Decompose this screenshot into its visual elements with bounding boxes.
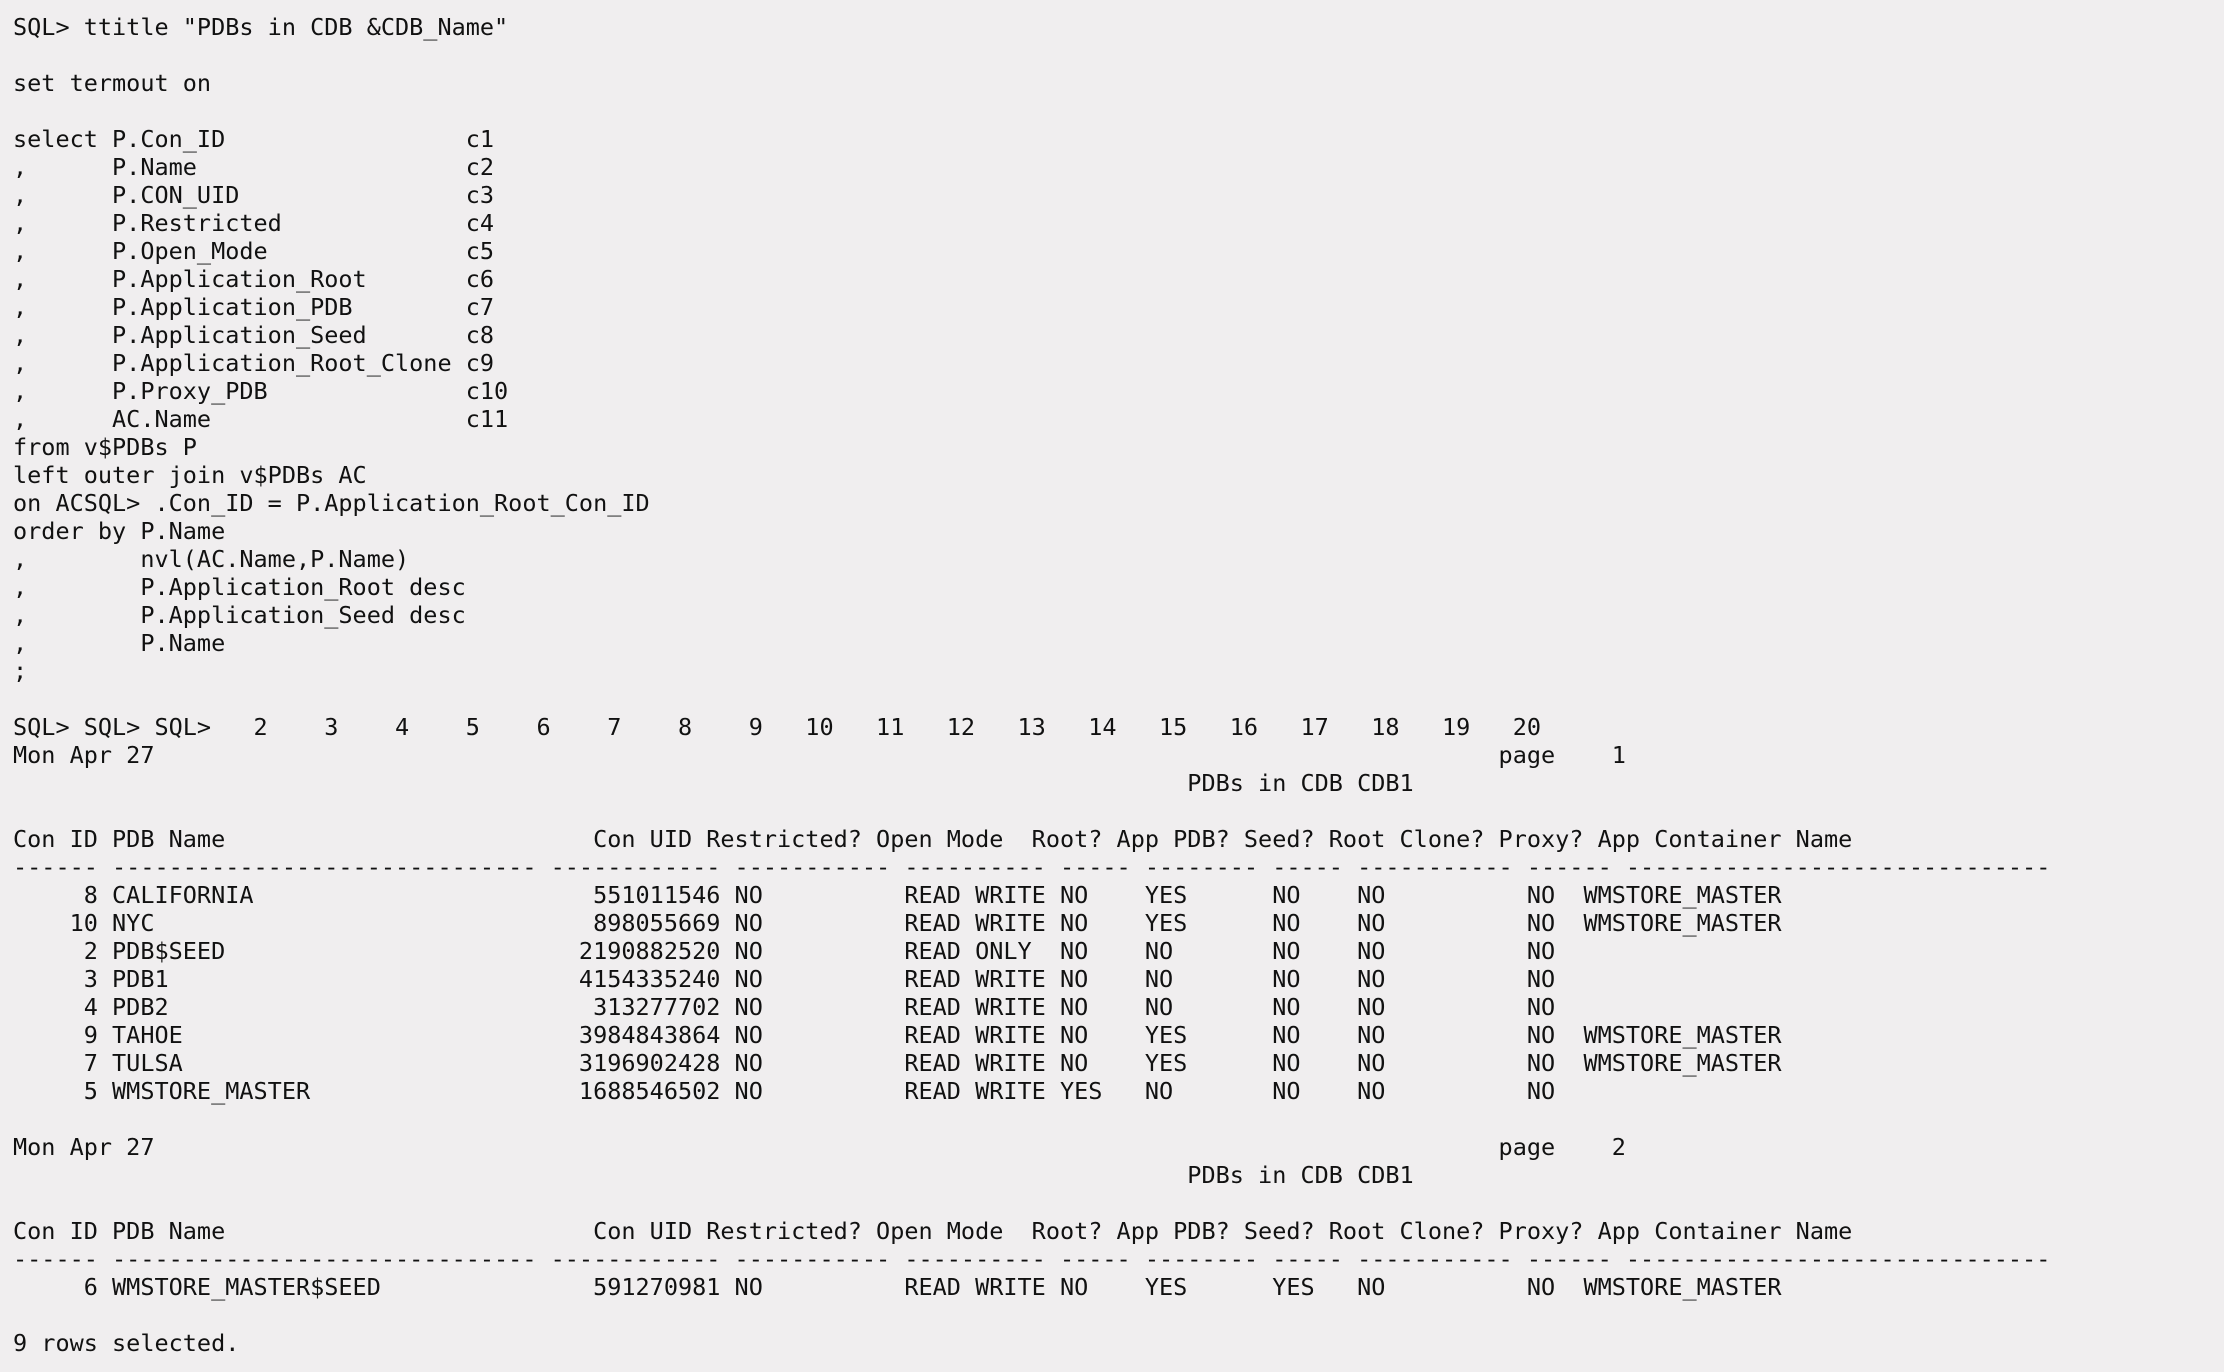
terminal-line: Con ID PDB Name Con UID Restricted? Open… (13, 1217, 1853, 1245)
terminal-line: left outer join v$PDBs AC (13, 461, 367, 489)
terminal-line: from v$PDBs P (13, 433, 197, 461)
terminal-line: , P.Proxy_PDB c10 (13, 377, 509, 405)
terminal-line (13, 1105, 2224, 1133)
terminal-line: , P.Application_Seed c8 (13, 321, 495, 349)
terminal-line: , P.Application_Root c6 (13, 265, 495, 293)
terminal-line: ------ ------------------------------ --… (13, 1245, 2051, 1273)
terminal-line: , P.Name c2 (13, 153, 495, 181)
terminal-line: PDBs in CDB CDB1 (13, 1161, 1414, 1189)
terminal-line: , P.CON_UID c3 (13, 181, 495, 209)
terminal-line: , P.Open_Mode c5 (13, 237, 495, 265)
terminal-line: 6 WMSTORE_MASTER$SEED 591270981 NO READ … (13, 1273, 1782, 1301)
terminal-line: SQL> ttitle "PDBs in CDB &CDB_Name" (13, 13, 509, 41)
terminal-line (13, 97, 2224, 125)
terminal-line: PDBs in CDB CDB1 (13, 769, 1414, 797)
terminal-line: , P.Restricted c4 (13, 209, 495, 237)
terminal-line: 2 PDB$SEED 2190882520 NO READ ONLY NO NO… (13, 937, 1556, 965)
terminal-line (13, 797, 2224, 825)
terminal-line: , P.Application_Root_Clone c9 (13, 349, 495, 377)
terminal-line: 9 TAHOE 3984843864 NO READ WRITE NO YES … (13, 1021, 1782, 1049)
terminal-line: select P.Con_ID c1 (13, 125, 495, 153)
terminal-line (13, 41, 2224, 69)
terminal-line: 9 rows selected. (13, 1329, 240, 1357)
terminal-line (13, 685, 2224, 713)
terminal-line: set termout on (13, 69, 212, 97)
terminal-line: , P.Application_Seed desc (13, 601, 466, 629)
terminal-line: , P.Name (13, 629, 226, 657)
terminal-line: , AC.Name c11 (13, 405, 509, 433)
terminal-line: 4 PDB2 313277702 NO READ WRITE NO NO NO … (13, 993, 1556, 1021)
terminal-line (13, 1301, 2224, 1329)
terminal-line: Mon Apr 27 page 1 (13, 741, 1626, 769)
terminal-line (13, 1189, 2224, 1217)
terminal-line: Con ID PDB Name Con UID Restricted? Open… (13, 825, 1853, 853)
terminal-line: 3 PDB1 4154335240 NO READ WRITE NO NO NO… (13, 965, 1556, 993)
terminal-line: order by P.Name (13, 517, 226, 545)
terminal-line: , P.Application_PDB c7 (13, 293, 495, 321)
terminal-line: 7 TULSA 3196902428 NO READ WRITE NO YES … (13, 1049, 1782, 1077)
terminal-line: 8 CALIFORNIA 551011546 NO READ WRITE NO … (13, 881, 1782, 909)
terminal-line: 10 NYC 898055669 NO READ WRITE NO YES NO… (13, 909, 1782, 937)
terminal-line: ------ ------------------------------ --… (13, 853, 2051, 881)
terminal-line: Mon Apr 27 page 2 (13, 1133, 1626, 1161)
terminal-line: 5 WMSTORE_MASTER 1688546502 NO READ WRIT… (13, 1077, 1556, 1105)
terminal-line: SQL> SQL> SQL> 2 3 4 5 6 7 8 9 10 11 12 … (13, 713, 1542, 741)
terminal-line: ; (13, 657, 28, 685)
terminal-line: on ACSQL> .Con_ID = P.Application_Root_C… (13, 489, 650, 517)
terminal-line: , P.Application_Root desc (13, 573, 466, 601)
terminal-line: , nvl(AC.Name,P.Name) (13, 545, 410, 573)
